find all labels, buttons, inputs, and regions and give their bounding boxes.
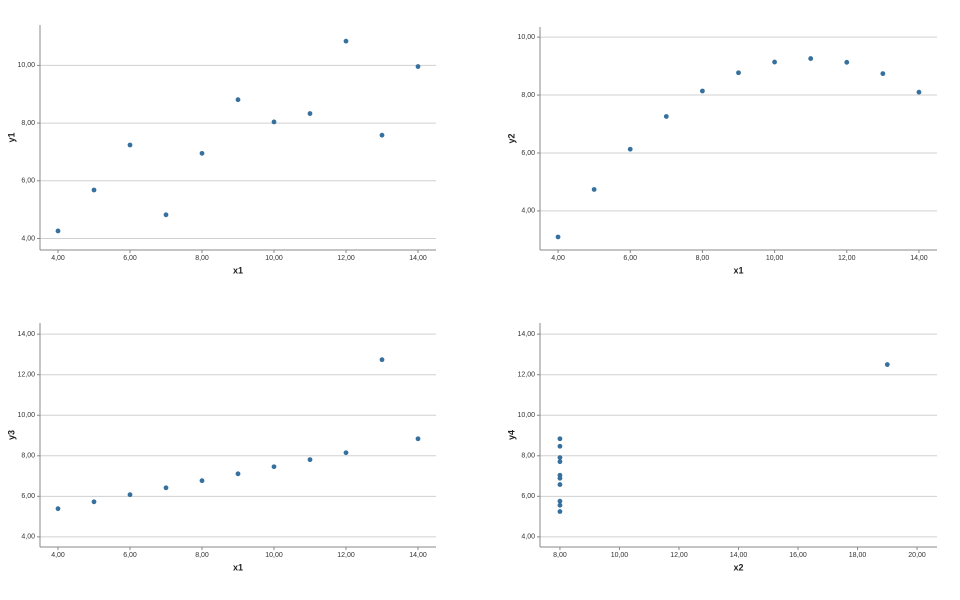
point — [736, 70, 741, 76]
point — [55, 506, 61, 512]
y-tick-label: 6,00 — [521, 150, 535, 157]
point — [557, 443, 563, 449]
x-tick-label: 8,00 — [553, 552, 567, 559]
y-axis-title: y1 — [6, 132, 16, 142]
point — [235, 97, 241, 103]
point — [307, 111, 313, 116]
point — [199, 150, 205, 156]
x-tick-label: 10,00 — [265, 552, 283, 559]
point — [343, 450, 349, 456]
point — [557, 509, 563, 514]
x-tick-label: 12,00 — [838, 255, 856, 262]
x-tick-label: 8,00 — [195, 255, 209, 262]
y-tick-label: 10,00 — [17, 412, 35, 419]
x-tick-label: 6,00 — [623, 255, 637, 262]
point — [271, 119, 277, 125]
point — [557, 436, 563, 442]
y-tick-label: 14,00 — [17, 331, 35, 338]
point — [379, 357, 385, 363]
point — [772, 59, 777, 65]
point — [55, 228, 61, 234]
point — [199, 478, 205, 484]
y-tick-label: 6,00 — [21, 493, 35, 500]
x-axis-title: x1 — [733, 265, 743, 275]
y-tick-label: 8,00 — [21, 120, 35, 127]
point — [700, 88, 705, 94]
point — [557, 498, 563, 504]
y-tick-label: 4,00 — [521, 534, 535, 541]
x-axis-title: x1 — [233, 265, 243, 275]
x-tick-label: 12,00 — [670, 552, 688, 559]
y-axis-title: y2 — [506, 133, 516, 143]
y-tick-label: 8,00 — [21, 453, 35, 460]
x-tick-label: 8,00 — [696, 255, 710, 262]
point — [415, 436, 421, 442]
x-tick-label: 14,00 — [409, 552, 427, 559]
x-tick-label: 4,00 — [51, 255, 65, 262]
point — [880, 71, 886, 77]
y-tick-label: 4,00 — [21, 534, 35, 541]
point — [343, 38, 349, 44]
point — [884, 362, 890, 367]
y-axis-title: y4 — [506, 430, 516, 440]
point — [591, 187, 597, 192]
y-tick-label: 8,00 — [521, 453, 535, 460]
y-tick-label: 10,00 — [517, 34, 535, 41]
y-tick-label: 6,00 — [21, 178, 35, 185]
point — [557, 459, 563, 465]
x-tick-label: 12,00 — [337, 255, 355, 262]
point — [557, 455, 563, 461]
x-tick-label: 10,00 — [265, 255, 283, 262]
point — [916, 89, 922, 95]
x-tick-label: 14,00 — [409, 255, 427, 262]
point — [557, 475, 563, 481]
point — [379, 132, 385, 138]
x-tick-label: 14,00 — [730, 552, 748, 559]
point — [663, 114, 669, 119]
point — [91, 187, 97, 193]
x-tick-label: 16,00 — [789, 552, 807, 559]
point — [557, 502, 563, 508]
x-tick-label: 10,00 — [766, 255, 784, 262]
y-tick-label: 8,00 — [521, 92, 535, 99]
x-tick-label: 6,00 — [123, 552, 137, 559]
x-tick-label: 20,00 — [908, 552, 926, 559]
x-tick-label: 12,00 — [337, 552, 355, 559]
point — [235, 471, 241, 477]
y-tick-label: 12,00 — [517, 372, 535, 379]
x-tick-label: 6,00 — [123, 255, 137, 262]
x-tick-label: 4,00 — [551, 255, 565, 262]
point — [844, 59, 850, 65]
y-tick-label: 12,00 — [17, 372, 35, 379]
x-axis-title: x2 — [733, 562, 743, 572]
point — [627, 146, 633, 152]
point — [163, 485, 169, 491]
x-tick-label: 14,00 — [910, 255, 928, 262]
point — [555, 234, 561, 240]
y-tick-label: 4,00 — [521, 208, 535, 215]
x-tick-label: 4,00 — [51, 552, 65, 559]
x-tick-label: 8,00 — [195, 552, 209, 559]
x-tick-label: 18,00 — [849, 552, 867, 559]
point — [127, 142, 133, 148]
point — [557, 482, 563, 487]
point — [808, 56, 814, 61]
x-axis-title: x1 — [233, 562, 243, 572]
point — [307, 457, 313, 463]
point — [91, 499, 97, 505]
y-axis-title: y3 — [6, 430, 16, 440]
y-tick-label: 14,00 — [517, 331, 535, 338]
point — [163, 212, 169, 218]
y-tick-label: 10,00 — [17, 62, 35, 69]
x-tick-label: 10,00 — [611, 552, 629, 559]
point — [127, 492, 133, 498]
y-tick-label: 6,00 — [521, 493, 535, 500]
point — [271, 464, 277, 470]
y-tick-label: 10,00 — [517, 412, 535, 419]
y-tick-label: 4,00 — [21, 235, 35, 242]
point — [415, 64, 421, 69]
